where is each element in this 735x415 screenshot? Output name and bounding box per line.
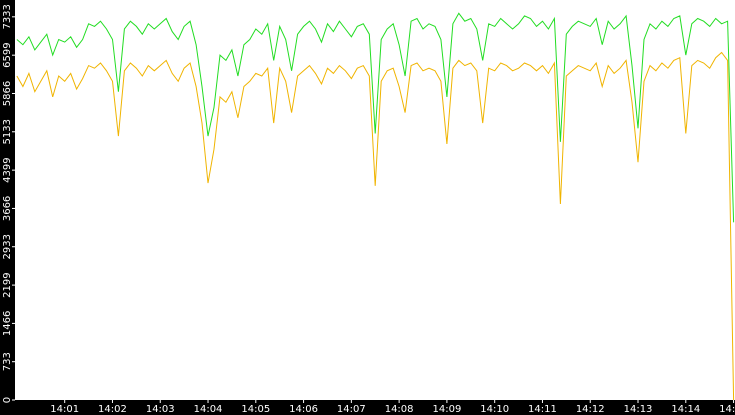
x-tick-label: 14:09 [432,404,461,415]
x-tick-label: 14:12 [576,404,605,415]
y-tick-label: 2933 [2,234,13,259]
y-tick-label: 6599 [2,42,13,67]
y-tick-label: 0 [2,397,13,403]
x-tick-label: 14:03 [146,404,175,415]
series-line [16,51,735,401]
y-tick-label: 2199 [2,272,13,297]
plot-area [15,0,735,400]
x-tick-label: 14:08 [385,404,414,415]
x-tick-label: 14:07 [337,404,366,415]
x-tick-label: 14:05 [241,404,270,415]
x-tick-label: 14:10 [480,404,509,415]
y-tick-label: 5866 [2,81,13,106]
x-tick-label: 14:14 [671,404,700,415]
x-tick-label: 14:02 [98,404,127,415]
y-tick-label: 4399 [2,157,13,182]
x-tick-label: 14:11 [528,404,557,415]
y-tick-label: 733 [2,352,13,371]
x-tick-label: 14:04 [194,404,223,415]
x-tick-label: 14:01 [50,404,79,415]
x-tick-label: 14:13 [624,404,653,415]
y-tick-label: 3666 [2,196,13,221]
y-tick-label: 7333 [2,4,13,29]
x-tick-label: 14:15 [719,404,735,415]
y-tick-label: 5133 [2,119,13,144]
x-tick-label: 14:06 [289,404,318,415]
y-tick-label: 1466 [2,311,13,336]
series-line [16,12,735,223]
